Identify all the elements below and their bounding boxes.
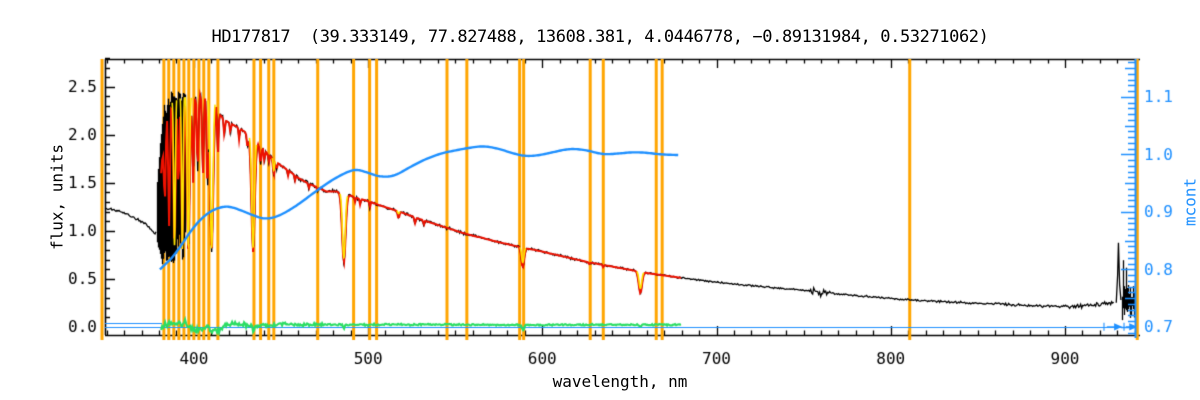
y-axis-label-mcont: mcont xyxy=(1180,177,1200,227)
y-axis-label-flux: flux, units xyxy=(47,144,67,250)
plot-title: HD177817 (39.333149, 77.827488, 13608.38… xyxy=(211,27,989,47)
x-axis-label: wavelength, nm xyxy=(552,372,688,391)
